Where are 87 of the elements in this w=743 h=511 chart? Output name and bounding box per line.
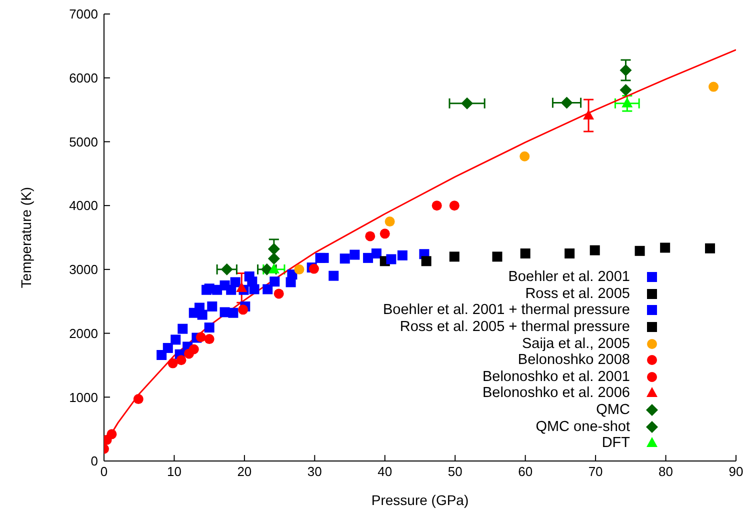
point [328, 270, 339, 281]
point [260, 263, 273, 276]
point [461, 97, 474, 110]
point [708, 82, 719, 92]
y-tick-label: 6000 [69, 70, 98, 86]
point [220, 263, 233, 276]
x-tick-label: 10 [166, 464, 182, 480]
legend-label: Boehler et al. 2001 + thermal pressure [382, 302, 630, 318]
point [705, 243, 716, 254]
x-axis-title: Pressure (GPa) [371, 492, 469, 508]
point [262, 284, 273, 294]
point [350, 250, 360, 260]
point [268, 252, 280, 265]
legend-label: Boehler et al. 2001 [508, 269, 630, 286]
point [564, 248, 575, 258]
x-tick-label: 40 [378, 464, 392, 480]
y-tick-label: 1000 [69, 390, 98, 405]
point [170, 334, 181, 345]
point [560, 96, 573, 109]
point [384, 216, 395, 227]
point [365, 231, 376, 242]
legend-label: Belonoshko 2008 [518, 352, 630, 368]
point [520, 248, 530, 258]
point [520, 151, 530, 162]
x-tick-label: 80 [658, 464, 674, 480]
y-axis-title: Temperature (K) [18, 186, 34, 288]
y-tick-label: 7000 [69, 6, 98, 22]
point [363, 252, 374, 263]
point [340, 254, 350, 264]
point [660, 242, 670, 253]
x-tick-label: 20 [237, 464, 252, 480]
point [168, 358, 178, 368]
point [449, 200, 460, 211]
point [590, 245, 600, 256]
point [634, 246, 645, 256]
point [274, 288, 284, 299]
point [268, 242, 280, 255]
point [162, 342, 173, 353]
point [449, 252, 460, 262]
legend-label: Belonoshko et al. 2006 [482, 385, 630, 402]
point [492, 252, 502, 262]
x-tick-label: 30 [307, 464, 322, 480]
point [620, 84, 632, 96]
point [397, 250, 408, 260]
point [204, 334, 214, 344]
y-tick-label: 2000 [69, 326, 98, 341]
point [270, 276, 280, 287]
point [287, 270, 298, 280]
x-tick-label: 50 [448, 464, 462, 480]
point [178, 324, 188, 334]
point [421, 256, 432, 266]
legend-label: Belonoshko et al. 2001 [482, 368, 630, 385]
point [249, 284, 260, 294]
legend-label: DFT [602, 435, 630, 452]
point [380, 228, 390, 239]
legend-label: QMC [596, 402, 630, 418]
point [268, 263, 280, 274]
point [620, 64, 632, 76]
point [106, 429, 117, 440]
y-tick-label: 4000 [69, 198, 98, 214]
legend-label: QMC one-shot [536, 418, 630, 435]
point [236, 282, 248, 292]
y-tick-label: 3000 [69, 262, 98, 278]
point [622, 97, 633, 108]
point [228, 308, 238, 318]
point [196, 332, 206, 342]
point [176, 355, 186, 366]
y-tick-label: 0 [90, 454, 98, 469]
legend-label: Ross et al. 2005 + thermal pressure [400, 319, 630, 336]
x-tick-label: 90 [728, 464, 743, 480]
legend-label: Saija et al., 2005 [522, 336, 630, 352]
point [386, 254, 396, 264]
x-tick-label: 70 [588, 464, 603, 480]
point [238, 304, 248, 315]
point [207, 301, 218, 312]
point [230, 277, 240, 288]
point [432, 200, 442, 211]
x-tick-label: 0 [100, 464, 108, 480]
x-tick-label: 60 [518, 464, 533, 480]
y-tick-label: 5000 [69, 134, 98, 150]
legend-label: Ross et al. 2005 [525, 286, 630, 302]
point [583, 110, 594, 120]
point [294, 264, 304, 274]
point [133, 394, 144, 404]
point [188, 344, 199, 354]
point [204, 322, 214, 333]
point [318, 252, 329, 263]
